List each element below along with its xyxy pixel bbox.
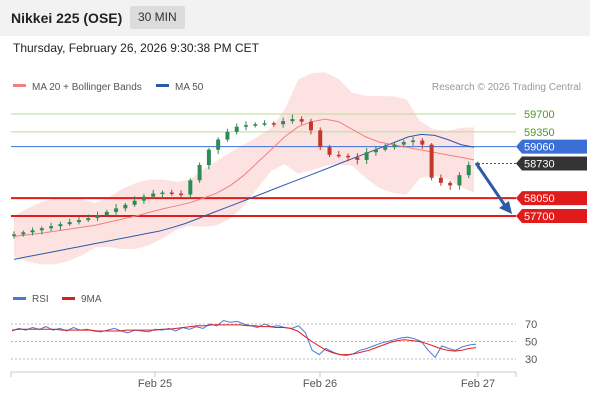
- rsi-ma-legend-label: 9MA: [81, 294, 102, 305]
- level-tag: [516, 191, 587, 206]
- instrument-title: Nikkei 225 (OSE): [11, 10, 123, 26]
- copyright-text: Research © 2026 Trading Central: [432, 82, 581, 93]
- candle-body: [401, 142, 406, 145]
- candle-body: [104, 211, 109, 215]
- candle-body: [132, 200, 137, 205]
- candle-body: [244, 125, 248, 127]
- candle-body: [58, 224, 63, 227]
- rsi-plot-area: 70 50 30: [11, 319, 537, 366]
- bollinger-band: [14, 72, 474, 265]
- forecast-arrow-shaft: [474, 162, 508, 208]
- candle-body: [12, 234, 16, 236]
- candle-body: [197, 165, 202, 181]
- candle-body: [336, 154, 341, 157]
- ma20-legend-label: MA 20 + Bollinger Bands: [32, 82, 142, 93]
- rsi-y-tick-label: 50: [525, 337, 537, 349]
- candle-body: [466, 165, 471, 176]
- candle-body: [49, 226, 54, 229]
- candle-body: [448, 182, 453, 186]
- candle-body: [225, 131, 230, 140]
- candle-body: [411, 140, 416, 143]
- candle-body: [318, 130, 323, 148]
- candle-body: [346, 155, 351, 158]
- x-tick-label: Feb 25: [138, 378, 172, 390]
- candle-body: [114, 208, 119, 212]
- candle-body: [327, 147, 332, 155]
- candle-body: [438, 177, 443, 183]
- candle-body: [151, 193, 156, 197]
- candle-body: [21, 232, 26, 235]
- candle-body: [76, 220, 81, 223]
- rsi-legend-label: RSI: [32, 294, 49, 305]
- candle-body: [30, 230, 35, 233]
- x-tick-label: Feb 26: [303, 378, 337, 390]
- candle-body: [188, 180, 193, 195]
- chart-datetime: Thursday, February 26, 2026 9:30:38 PM C…: [13, 41, 259, 55]
- candle-body: [281, 121, 286, 125]
- candle-body: [373, 149, 378, 153]
- level-tag: [516, 209, 587, 223]
- candle-body: [234, 126, 239, 132]
- candle-body: [271, 123, 276, 125]
- candle-body: [364, 152, 369, 160]
- level-tag-label: 59700: [524, 109, 555, 121]
- candle-body: [160, 192, 165, 195]
- rsi-ma-legend-swatch: [62, 297, 75, 300]
- level-tag-label: 57700: [524, 211, 555, 223]
- ma20-legend-swatch: [13, 84, 26, 87]
- forecast-arrow-head: [499, 201, 512, 214]
- timeframe-button[interactable]: 30 MIN: [130, 6, 185, 29]
- candle-body: [299, 119, 304, 122]
- ma50-legend-swatch: [156, 84, 169, 87]
- candle-body: [355, 157, 360, 160]
- chart-header: Nikkei 225 (OSE) 30 MIN: [0, 0, 590, 36]
- rsi-y-tick-label: 30: [525, 354, 537, 366]
- level-tag: [516, 156, 587, 171]
- level-tag-label: 59060: [524, 142, 555, 154]
- candle-body: [253, 124, 258, 126]
- candle-body: [141, 196, 146, 201]
- level-tag-label: 58730: [524, 158, 555, 170]
- candle-body: [383, 147, 388, 150]
- rsi-y-tick-label: 70: [525, 319, 537, 331]
- candle-body: [262, 123, 267, 125]
- level-tag-label: 58050: [524, 193, 555, 205]
- candle-body: [123, 204, 128, 209]
- ma20-line: [13, 118, 475, 237]
- candle-body: [86, 218, 91, 221]
- rsi-line: [11, 319, 477, 359]
- candle-body: [308, 121, 313, 131]
- candle-body: [392, 144, 397, 148]
- ma50-legend-label: MA 50: [175, 82, 204, 93]
- candle-body: [420, 140, 425, 145]
- level-tag-label: 59350: [524, 127, 555, 139]
- rsi-legend-swatch: [13, 297, 26, 300]
- candle-body: [457, 175, 462, 186]
- level-tag: [516, 139, 587, 154]
- candle-body: [39, 228, 44, 231]
- candle-body: [206, 149, 211, 165]
- candle-body: [95, 214, 100, 219]
- price-plot-area: 59700 59350 59060 58730 58050 57700: [11, 72, 587, 265]
- candle-body: [429, 144, 434, 178]
- candle-body: [67, 222, 72, 225]
- rsi-ma-line: [11, 324, 477, 356]
- candle-body: [169, 192, 174, 195]
- candle-body: [216, 139, 221, 150]
- candle-body: [290, 119, 295, 122]
- ma50-line: [13, 133, 475, 260]
- x-tick-label: Feb 27: [461, 378, 495, 390]
- candle-body: [179, 193, 184, 196]
